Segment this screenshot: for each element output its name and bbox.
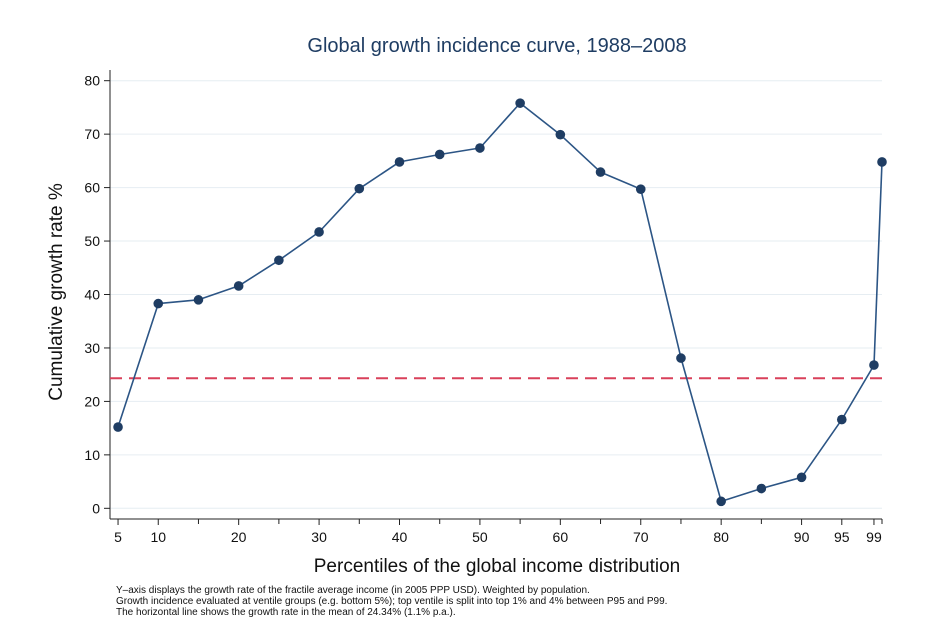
- y-tick-label: 10: [84, 447, 100, 463]
- x-tick-label: 10: [150, 529, 166, 545]
- chart-title: Global growth incidence curve, 1988–2008: [307, 35, 686, 57]
- x-tick-label: 60: [553, 529, 569, 545]
- x-tick-label: 99: [866, 529, 882, 545]
- y-tick-label: 0: [92, 500, 100, 516]
- y-tick-label: 20: [84, 393, 100, 409]
- y-tick-label: 70: [84, 126, 100, 142]
- data-point-p99: [869, 360, 879, 370]
- x-tick-label: 5: [114, 529, 122, 545]
- data-point-p55: [515, 98, 525, 108]
- axes-layer: 0 10 20 30 40 50 60 70 80 5 10 20 30 40 50 60 70 80 90 95 99: [84, 70, 883, 545]
- x-tick-label: 70: [633, 529, 649, 545]
- data-point-p60: [555, 129, 566, 140]
- note-line-1: Y–axis displays the growth rate of the f…: [116, 585, 590, 596]
- data-point-p50: [475, 143, 485, 153]
- x-tick-label: 40: [392, 529, 408, 545]
- data-point-p80: [716, 496, 726, 507]
- x-tick-label: 90: [794, 529, 810, 545]
- data-point-p65: [595, 167, 606, 177]
- y-tick-label: 80: [84, 73, 100, 89]
- data-point-p45: [434, 149, 445, 160]
- x-tick-label: 95: [834, 529, 850, 545]
- growth-series-line: [117, 102, 883, 503]
- y-tick-label: 40: [84, 287, 100, 303]
- chart-notes: Y–axis displays the growth rate of the f…: [116, 585, 936, 618]
- y-tick-label: 50: [84, 233, 100, 249]
- grid-layer: [110, 80, 882, 509]
- note-line-3: The horizontal line shows the growth rat…: [116, 607, 456, 618]
- x-tick-label: 80: [713, 529, 729, 545]
- data-point-p25: [274, 255, 284, 266]
- y-tick-label: 60: [84, 180, 100, 196]
- data-point-p10: [153, 298, 164, 309]
- series-layer: [113, 98, 887, 507]
- x-tick-label: 20: [231, 529, 247, 545]
- data-point-p70: [635, 184, 646, 194]
- data-point-p35: [354, 183, 365, 194]
- data-point-p5: [113, 422, 123, 432]
- data-point-p90: [796, 472, 807, 483]
- data-point-p100: [877, 157, 887, 167]
- data-point-p85: [756, 483, 767, 494]
- x-tick-label: 50: [472, 529, 488, 545]
- data-point-p30: [314, 227, 324, 237]
- data-point-p95: [836, 414, 847, 425]
- data-point-p75: [676, 353, 686, 363]
- data-point-p20: [233, 281, 244, 291]
- x-axis-label: Percentiles of the global income distrib…: [314, 556, 680, 577]
- data-point-p40: [394, 157, 405, 167]
- data-point-p15: [193, 295, 204, 305]
- y-axis-label: Cumulative growth rate %: [46, 183, 67, 401]
- note-line-2: Growth incidence evaluated at ventile gr…: [116, 596, 668, 607]
- x-tick-label: 30: [311, 529, 327, 545]
- y-tick-label: 30: [84, 340, 100, 356]
